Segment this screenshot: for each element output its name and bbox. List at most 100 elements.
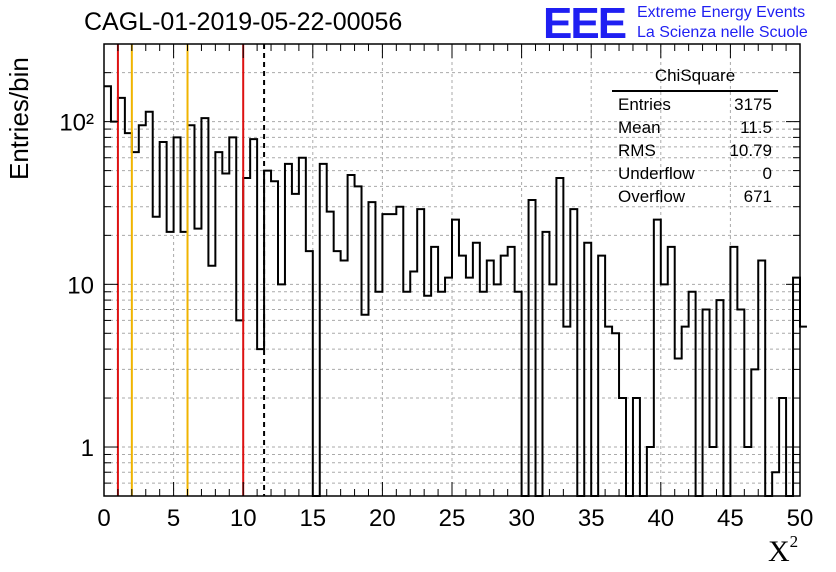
histogram-bin	[160, 142, 167, 496]
histogram-bin	[229, 137, 236, 496]
histogram-bin	[167, 232, 174, 496]
tick-labels: 0 5 10 15 20 25 30 35 40 45 50 1 10 10²	[59, 110, 813, 532]
x-axis-label-superscript: 2	[789, 532, 799, 551]
histogram-bin	[563, 327, 570, 496]
histogram-bin	[730, 247, 737, 496]
histogram-bin	[417, 209, 424, 496]
y-tick-label: 10²	[59, 110, 94, 137]
histogram-bin	[285, 164, 292, 496]
histogram-bin	[452, 220, 459, 496]
histogram-bin	[396, 207, 403, 496]
stats-value: 3175	[734, 95, 772, 114]
histogram-bin	[181, 232, 188, 496]
histogram-bin	[271, 181, 278, 496]
histogram-bin	[125, 133, 132, 496]
histogram-bin	[703, 310, 710, 496]
stats-row: RMS 10.79	[612, 139, 778, 162]
logo-subtitle-1: Extreme Energy Events	[637, 4, 806, 21]
histogram-bin	[682, 327, 689, 496]
stats-row: Entries 3175	[612, 93, 778, 116]
histogram-bin	[188, 125, 195, 496]
histogram-bin	[584, 243, 591, 496]
histogram-bin	[264, 171, 271, 496]
histogram-bin	[758, 261, 765, 496]
histogram-bin	[445, 278, 452, 496]
histogram-bin	[431, 247, 438, 496]
histogram-bin	[348, 175, 355, 496]
stats-label: Overflow	[618, 187, 686, 206]
histogram	[104, 85, 807, 497]
stats-label: Entries	[618, 95, 671, 114]
histogram-bin	[480, 292, 487, 496]
stats-label: Underflow	[618, 164, 695, 183]
x-tick-label: 25	[439, 505, 466, 532]
histogram-bin	[779, 398, 786, 496]
x-axis-label: X2	[768, 532, 798, 569]
histogram-bin	[194, 229, 201, 496]
histogram-bin	[410, 271, 417, 496]
stats-row: Mean 11.5	[612, 116, 778, 139]
stats-label: RMS	[618, 141, 656, 160]
stats-value: 671	[743, 187, 772, 206]
histogram-bin	[710, 447, 717, 496]
histogram-bin	[473, 243, 480, 496]
histogram-bin	[320, 164, 327, 496]
histogram-bin	[556, 178, 563, 496]
histogram-bin	[570, 209, 577, 496]
histogram-bin	[355, 186, 362, 496]
histogram-bin	[306, 251, 313, 496]
histogram-bin	[341, 261, 348, 496]
histogram-bin	[647, 447, 654, 496]
histogram-bin	[201, 118, 208, 496]
x-tick-label: 50	[787, 505, 814, 532]
x-tick-label: 45	[717, 505, 744, 532]
x-tick-label: 30	[508, 505, 535, 532]
histogram-bin	[772, 472, 779, 496]
histogram-bin	[675, 359, 682, 496]
stats-title: ChiSquare	[612, 66, 778, 92]
histogram-bin	[619, 398, 626, 496]
reference-lines	[116, 44, 266, 496]
histogram-bin	[605, 327, 612, 496]
histogram-bin	[494, 284, 501, 496]
histogram-bin	[146, 112, 153, 496]
histogram-bin	[222, 173, 229, 496]
histogram-bin	[689, 292, 696, 496]
histogram-bin	[174, 137, 181, 496]
histogram-bin	[744, 447, 751, 496]
histogram-bin	[438, 292, 445, 496]
histogram-outline	[104, 85, 807, 497]
stats-value: 10.79	[729, 141, 772, 160]
histogram-bin	[104, 86, 111, 496]
stats-box: ChiSquare Entries 3175 Mean 11.5 RMS 10.79 …	[612, 66, 778, 208]
x-axis-label-base: X	[768, 535, 790, 568]
x-tick-label: 40	[647, 505, 674, 532]
y-tick-label: 1	[81, 435, 94, 462]
histogram-bin	[389, 214, 396, 496]
histogram-bin	[153, 217, 160, 496]
histogram-bin	[215, 152, 222, 496]
stats-value: 0	[762, 164, 772, 183]
histogram-bin	[278, 284, 285, 496]
grid	[104, 44, 800, 496]
histogram-bin	[292, 194, 299, 496]
histogram-bin	[751, 369, 758, 496]
histogram-bin	[299, 158, 306, 496]
histogram-bin	[208, 266, 215, 496]
histogram-bin	[243, 178, 250, 496]
x-tick-label: 5	[167, 505, 180, 532]
y-tick-label: 10	[67, 272, 94, 299]
histogram-bin	[139, 125, 146, 496]
stats-row: Overflow 671	[612, 185, 778, 208]
axis-ticks	[103, 44, 801, 496]
histogram-bin	[375, 292, 382, 496]
histogram-bin	[487, 261, 494, 496]
stats-label: Mean	[618, 118, 661, 137]
histogram-bin	[403, 292, 410, 496]
histogram-bin	[515, 292, 522, 496]
histogram-bin	[327, 212, 334, 496]
histogram-bin	[598, 256, 605, 496]
histogram-bin	[716, 300, 723, 496]
histogram-bin	[542, 232, 549, 496]
